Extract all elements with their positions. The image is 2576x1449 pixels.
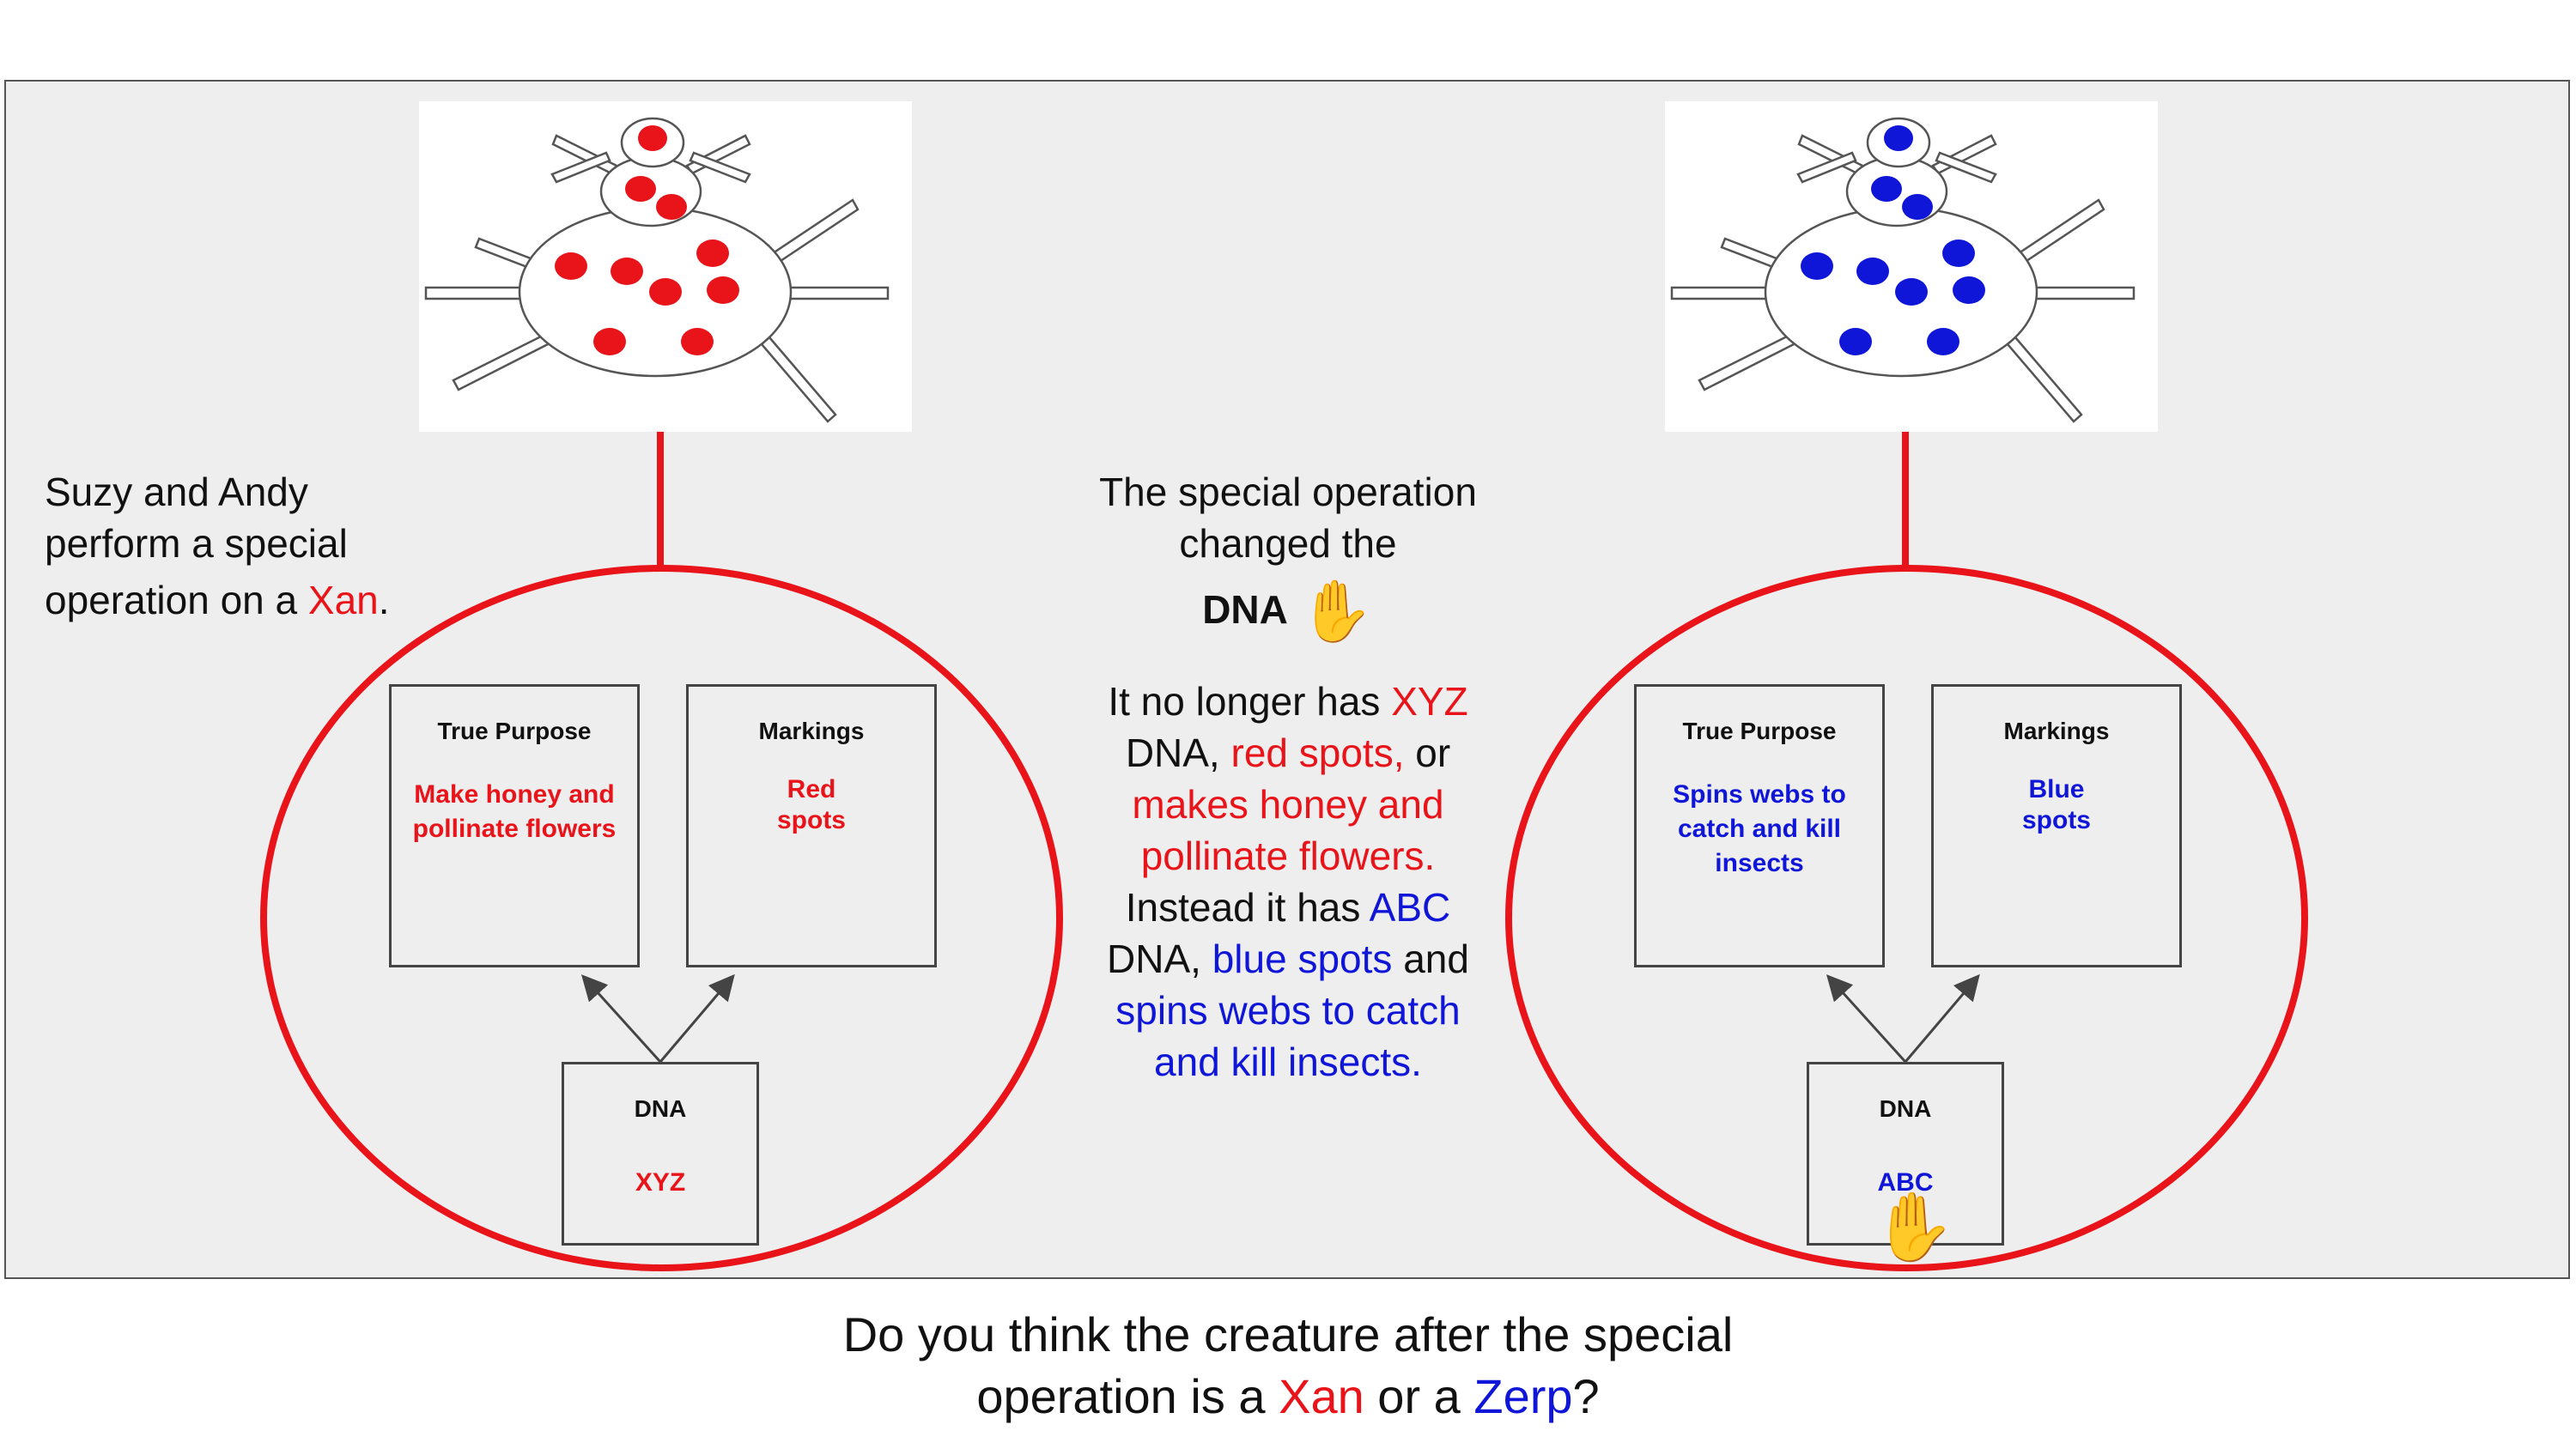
left-markings-label: Markings — [758, 718, 865, 744]
red-spots — [555, 125, 739, 355]
right-true-purpose-label: True Purpose — [1682, 718, 1837, 744]
middle-explanation: The special operation changed the DNA ✋ … — [1013, 466, 1563, 1088]
left-markings-box: Markings Red spots — [686, 684, 937, 967]
left-circle — [260, 565, 1063, 1271]
left-intro-text: Suzy and Andy perform a special operatio… — [45, 466, 390, 626]
right-dna-arrows — [1826, 973, 1980, 1064]
middle-dna-word: DNA — [1202, 587, 1288, 632]
right-markings-value: Blue spots — [2021, 775, 2091, 834]
right-markings-box: Markings Blue spots — [1931, 684, 2182, 967]
right-dna-box: DNA ABC — [1807, 1062, 2004, 1246]
intro-line-1: Suzy and Andy — [45, 470, 308, 514]
right-dna-label: DNA — [1879, 1095, 1932, 1122]
left-dna-label: DNA — [634, 1095, 687, 1122]
left-dna-value: XYZ — [635, 1168, 686, 1197]
intro-line-2: perform a special — [45, 521, 348, 566]
left-true-purpose-value: Make honey and pollinate flowers — [412, 780, 617, 843]
right-connector-line — [1902, 432, 1909, 569]
middle-para-line-6: DNA, blue spots and — [1107, 937, 1469, 981]
raised-hand-icon-dna: ✋ — [1872, 1189, 1956, 1264]
blue-creature-picture — [1665, 101, 2158, 432]
middle-para-line-7: spins webs to catch — [1115, 988, 1461, 1033]
question-zerp: Zerp — [1473, 1369, 1573, 1423]
question-line-1: Do you think the creature after the spec… — [842, 1307, 1734, 1361]
middle-para-line-5: Instead it has ABC — [1125, 885, 1451, 930]
middle-para-line-2: DNA, red spots, or — [1125, 731, 1451, 775]
middle-para-line-1: It no longer has XYZ — [1108, 679, 1468, 724]
right-true-purpose-box: True Purpose Spins webs to catch and kil… — [1634, 684, 1885, 967]
question-line-2: operation is a Xan or a Zerp? — [976, 1369, 1600, 1423]
question-xan: Xan — [1279, 1369, 1364, 1423]
right-dna-value: ABC — [1877, 1168, 1934, 1197]
middle-para-line-4: pollinate flowers. — [1140, 834, 1436, 878]
middle-dna-line: DNA ✋ — [1013, 573, 1563, 641]
question-text: Do you think the creature after the spec… — [0, 1304, 2576, 1428]
middle-line-2: changed the — [1179, 521, 1397, 566]
blue-bug-drawing — [1670, 117, 2136, 423]
raised-hand-icon: ✋ — [1298, 578, 1374, 645]
left-true-purpose-label: True Purpose — [437, 718, 592, 744]
left-markings-value: Red spots — [776, 775, 846, 834]
middle-line-1: The special operation — [1099, 470, 1477, 514]
red-creature-picture — [419, 101, 912, 432]
blue-spots — [1801, 125, 1985, 355]
middle-para-line-8: and kill insects. — [1154, 1040, 1422, 1084]
left-true-purpose-box: True Purpose Make honey and pollinate fl… — [389, 684, 640, 967]
left-connector-line — [657, 432, 664, 569]
left-dna-arrows — [580, 973, 735, 1064]
left-dna-box: DNA XYZ — [562, 1062, 759, 1246]
right-markings-label: Markings — [2003, 718, 2110, 744]
right-circle — [1505, 565, 2308, 1271]
middle-para-line-3: makes honey and — [1132, 782, 1444, 827]
intro-xan-word: Xan — [307, 578, 379, 622]
red-bug-drawing — [424, 117, 890, 423]
intro-line-3: operation on a Xan. — [45, 578, 390, 622]
right-true-purpose-value: Spins webs to catch and kill insects — [1673, 780, 1846, 877]
